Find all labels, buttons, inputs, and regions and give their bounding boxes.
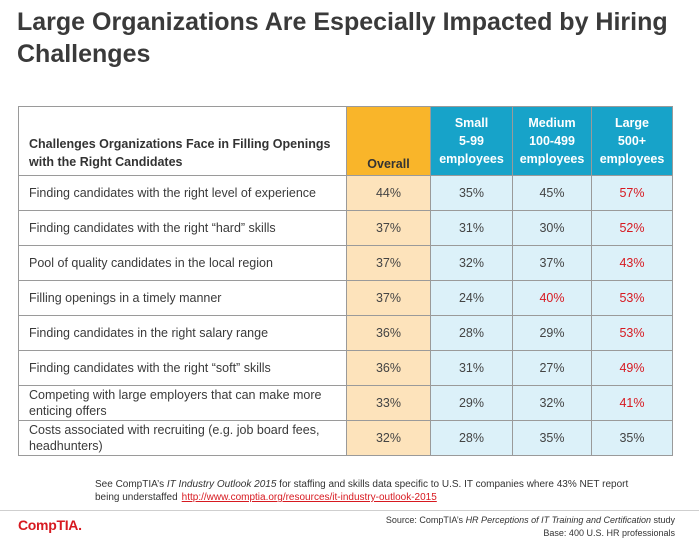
header-large-line-2: 500+ <box>617 134 647 148</box>
challenges-table: Challenges Organizations Face in Filling… <box>18 106 673 456</box>
medium-value: 37% <box>512 245 592 281</box>
header-medium-line-1: Medium <box>528 116 576 130</box>
row-label: Competing with large employers that can … <box>18 385 347 421</box>
table-row: Finding candidates with the right “soft”… <box>18 350 673 386</box>
small-value: 31% <box>430 210 513 246</box>
large-value: 49% <box>591 350 673 386</box>
row-label: Finding candidates with the right level … <box>18 175 347 211</box>
row-label: Finding candidates in the right salary r… <box>18 315 347 351</box>
header-large-line-3: employees <box>599 152 665 166</box>
source-base: Base: 400 U.S. HR professionals <box>543 528 675 538</box>
medium-value: 40% <box>512 280 592 316</box>
table-row: Pool of quality candidates in the local … <box>18 245 673 281</box>
large-value: 35% <box>591 420 673 456</box>
overall-value: 37% <box>346 210 431 246</box>
header-medium-line-3: employees <box>519 152 585 166</box>
small-value: 28% <box>430 420 513 456</box>
source-study-title: HR Perceptions of IT Training and Certif… <box>465 515 651 525</box>
source-line: Source: CompTIA’s HR Perceptions of IT T… <box>386 514 675 527</box>
small-value: 35% <box>430 175 513 211</box>
row-label: Costs associated with recruiting (e.g. j… <box>18 420 347 456</box>
table-header-row: Challenges Organizations Face in Filling… <box>18 106 673 176</box>
header-large: Large 500+ employees <box>591 106 673 176</box>
medium-value: 27% <box>512 350 592 386</box>
large-value: 57% <box>591 175 673 211</box>
row-label: Pool of quality candidates in the local … <box>18 245 347 281</box>
footnote-suffix: for staffing and skills data specific to… <box>95 479 629 503</box>
table-row: Competing with large employers that can … <box>18 385 673 421</box>
table-row: Finding candidates with the right level … <box>18 175 673 211</box>
table-row: Filling openings in a timely manner 37% … <box>18 280 673 316</box>
page-title: Large Organizations Are Especially Impac… <box>17 8 668 68</box>
overall-value: 36% <box>346 350 431 386</box>
overall-value: 37% <box>346 280 431 316</box>
header-medium-line-2: 100-499 <box>529 134 575 148</box>
small-value: 29% <box>430 385 513 421</box>
large-value: 53% <box>591 315 673 351</box>
row-label: Finding candidates with the right “hard”… <box>18 210 347 246</box>
table-row: Finding candidates in the right salary r… <box>18 315 673 351</box>
overall-value: 32% <box>346 420 431 456</box>
overall-value: 37% <box>346 245 431 281</box>
header-overall: Overall <box>346 106 431 176</box>
footer-divider <box>0 510 699 511</box>
large-value: 52% <box>591 210 673 246</box>
overall-value: 36% <box>346 315 431 351</box>
medium-value: 32% <box>512 385 592 421</box>
header-small-line-1: Small <box>454 116 489 130</box>
medium-value: 30% <box>512 210 592 246</box>
large-value: 53% <box>591 280 673 316</box>
overall-value: 44% <box>346 175 431 211</box>
small-value: 28% <box>430 315 513 351</box>
medium-value: 29% <box>512 315 592 351</box>
medium-value: 45% <box>512 175 592 211</box>
comptia-logo: CompTIA. <box>18 517 82 533</box>
footnote: See CompTIA’s IT Industry Outlook 2015 f… <box>95 478 635 504</box>
source-prefix: Source: CompTIA’s <box>385 515 466 525</box>
report-link[interactable]: http://www.comptia.org/resources/it-indu… <box>181 492 437 503</box>
row-label: Finding candidates with the right “soft”… <box>18 350 347 386</box>
small-value: 32% <box>430 245 513 281</box>
row-label: Filling openings in a timely manner <box>18 280 347 316</box>
footnote-report-title: IT Industry Outlook 2015 <box>166 479 277 490</box>
large-value: 43% <box>591 245 673 281</box>
source-note: Source: CompTIA’s HR Perceptions of IT T… <box>386 514 675 540</box>
small-value: 24% <box>430 280 513 316</box>
header-medium: Medium 100-499 employees <box>512 106 592 176</box>
medium-value: 35% <box>512 420 592 456</box>
overall-value: 33% <box>346 385 431 421</box>
large-value: 41% <box>591 385 673 421</box>
header-challenges: Challenges Organizations Face in Filling… <box>18 106 347 176</box>
source-suffix: study <box>650 515 675 525</box>
header-small: Small 5-99 employees <box>430 106 513 176</box>
header-small-line-2: 5-99 <box>458 134 485 148</box>
header-small-line-3: employees <box>439 152 504 166</box>
header-large-line-1: Large <box>614 116 650 130</box>
table-row: Costs associated with recruiting (e.g. j… <box>18 420 673 456</box>
small-value: 31% <box>430 350 513 386</box>
footnote-prefix: See CompTIA’s <box>95 479 167 490</box>
table-row: Finding candidates with the right “hard”… <box>18 210 673 246</box>
